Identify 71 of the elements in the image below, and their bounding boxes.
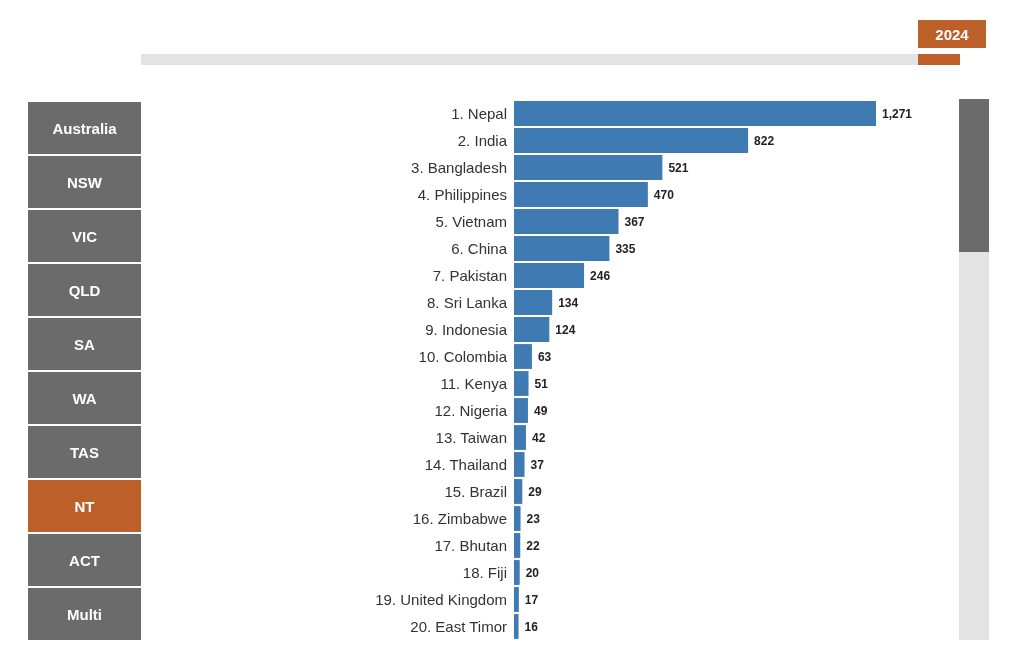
bar xyxy=(514,398,528,423)
region-button[interactable]: Multi xyxy=(28,588,141,640)
y-tick-label: 12. Nigeria xyxy=(434,402,508,419)
region-button[interactable]: SA xyxy=(28,318,141,370)
region-button[interactable]: Australia xyxy=(28,102,141,154)
y-tick-label: 16. Zimbabwe xyxy=(412,510,507,527)
bar xyxy=(514,452,525,477)
y-tick-label: 9. Indonesia xyxy=(425,321,508,338)
data-label: 49 xyxy=(533,403,548,418)
data-label: 17 xyxy=(524,592,539,607)
y-tick-label: 2. India xyxy=(457,132,508,149)
y-tick-label: 10. Colombia xyxy=(418,348,508,365)
bar xyxy=(514,209,619,234)
data-label: 23 xyxy=(526,511,541,526)
y-tick-label: 17. Bhutan xyxy=(434,537,507,554)
bar xyxy=(514,560,520,585)
data-label: 42 xyxy=(531,430,546,445)
bar xyxy=(514,425,526,450)
data-label: 29 xyxy=(528,484,542,499)
y-tick-label: 1. Nepal xyxy=(451,105,507,122)
y-tick-label: 7. Pakistan xyxy=(432,267,507,284)
bar xyxy=(514,344,532,369)
bar xyxy=(514,371,529,396)
data-label: 134 xyxy=(558,295,579,310)
data-label: 246 xyxy=(590,268,611,283)
bar xyxy=(514,479,523,504)
region-button[interactable]: VIC xyxy=(28,210,141,262)
bar xyxy=(514,533,521,558)
region-button[interactable]: NT xyxy=(28,480,141,532)
data-label: 51 xyxy=(534,376,549,391)
bar xyxy=(514,290,553,315)
data-label: 822 xyxy=(754,133,775,148)
data-label: 16 xyxy=(524,619,539,634)
bar xyxy=(514,614,519,639)
y-tick-label: 20. East Timor xyxy=(410,618,507,635)
bar xyxy=(514,317,550,342)
bar xyxy=(514,182,648,207)
region-button[interactable]: QLD xyxy=(28,264,141,316)
y-tick-label: 6. China xyxy=(451,240,508,257)
data-label: 470 xyxy=(653,187,675,202)
y-tick-label: 14. Thailand xyxy=(424,456,507,473)
data-label: 1,271 xyxy=(882,106,913,121)
y-tick-label: 4. Philippines xyxy=(417,186,507,203)
region-button[interactable]: ACT xyxy=(28,534,141,586)
data-label: 20 xyxy=(525,565,540,580)
data-label: 63 xyxy=(537,349,552,364)
data-label: 367 xyxy=(624,214,645,229)
region-button[interactable]: NSW xyxy=(28,156,141,208)
bar xyxy=(514,587,519,612)
y-tick-label: 18. Fiji xyxy=(462,564,507,581)
y-tick-label: 15. Brazil xyxy=(444,483,507,500)
y-tick-label: 3. Bangladesh xyxy=(411,159,507,176)
data-label: 22 xyxy=(526,538,540,553)
y-tick-label: 5. Vietnam xyxy=(435,213,507,230)
region-button[interactable]: WA xyxy=(28,372,141,424)
text: 2024 xyxy=(918,20,986,48)
bar xyxy=(514,506,521,531)
y-tick-label: 11. Kenya xyxy=(440,375,508,392)
bar xyxy=(514,101,876,126)
bar xyxy=(514,263,585,288)
bar xyxy=(514,236,610,261)
data-label: 124 xyxy=(555,322,576,337)
y-tick-label: 19. United Kingdom xyxy=(375,591,507,608)
region-button[interactable]: TAS xyxy=(28,426,141,478)
data-label: 521 xyxy=(668,160,689,175)
data-label: 335 xyxy=(615,241,636,256)
bar xyxy=(514,128,749,153)
bar xyxy=(514,155,663,180)
y-tick-label: 8. Sri Lanka xyxy=(426,294,508,311)
data-label: 37 xyxy=(530,457,545,472)
y-tick-label: 13. Taiwan xyxy=(435,429,507,446)
